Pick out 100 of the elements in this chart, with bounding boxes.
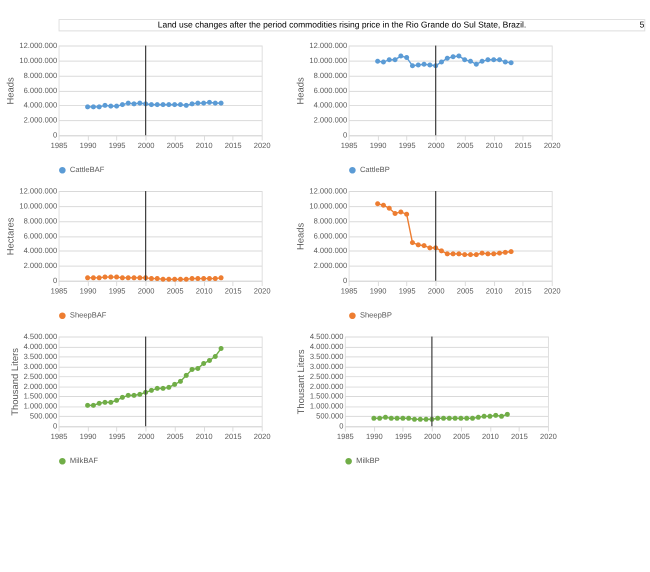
y-tick-label: 4.500.000 (24, 332, 58, 341)
y-tick-label: 2.000.000 (314, 261, 348, 270)
point (422, 62, 427, 67)
y-tick-label: 8.000.000 (314, 70, 348, 80)
point (416, 62, 421, 68)
x-tick-label: 2010 (196, 432, 213, 442)
y-tick-label: 0 (52, 422, 58, 431)
x-tick-label: 2005 (456, 141, 474, 150)
x-tick-label: 1995 (108, 286, 126, 296)
point (386, 57, 392, 62)
point (380, 202, 386, 208)
x-tick-label: 2020 (254, 286, 271, 296)
point (456, 251, 462, 256)
point (456, 54, 462, 59)
y-axis-title: Thousand Liters (10, 348, 21, 416)
y-tick-label: 6.000.000 (24, 231, 58, 240)
x-tick-label: 1995 (398, 286, 416, 296)
x-tick-label: 2020 (544, 286, 561, 296)
y-tick-label: 6.000.000 (314, 86, 348, 95)
y-tick-label: 6.000.000 (314, 231, 348, 240)
y-tick-label: 3.000.000 (310, 362, 344, 371)
point (485, 57, 490, 62)
x-tick-label: 2010 (196, 286, 213, 296)
point (410, 63, 415, 68)
point (480, 58, 485, 64)
y-tick-label: 4.000.000 (314, 246, 348, 256)
x-tick-label: 2000 (428, 286, 445, 296)
point (114, 398, 120, 403)
point (148, 388, 154, 393)
y-tick-label: 6.000.000 (24, 86, 58, 95)
x-tick-label: 2005 (456, 286, 474, 296)
point (438, 248, 444, 254)
legend-label: SheepBAF (70, 310, 107, 320)
x-tick-label: 2005 (166, 141, 184, 150)
y-axis-title: Heads (296, 76, 307, 105)
point (386, 206, 392, 211)
y-tick-label: 1.500.000 (24, 392, 58, 401)
y-tick-label: 4.500.000 (310, 332, 344, 341)
y-tick-label: 1.000.000 (24, 402, 58, 411)
x-tick-label: 2000 (138, 141, 154, 150)
point (450, 54, 456, 60)
x-tick-label: 2015 (514, 141, 532, 150)
x-tick-label: 1985 (340, 141, 358, 150)
point (444, 56, 450, 61)
x-tick-label: 2015 (511, 432, 528, 442)
point (212, 354, 218, 359)
x-tick-label: 1995 (108, 432, 126, 442)
x-tick-label: 2000 (138, 432, 154, 442)
point (508, 60, 514, 66)
x-tick-label: 1985 (50, 286, 68, 296)
point (380, 60, 386, 64)
x-tick-label: 2010 (196, 141, 213, 150)
y-axis-title: Heads (296, 222, 307, 250)
x-tick-label: 2020 (540, 432, 557, 442)
y-tick-label: 8.000.000 (24, 216, 58, 226)
x-tick-label: 1985 (336, 432, 354, 442)
x-tick-label: 2005 (452, 432, 470, 442)
point (491, 57, 496, 62)
y-tick-label: 3.500.000 (24, 352, 58, 361)
y-tick-label: 2.000.000 (314, 116, 348, 125)
y-tick-label: 10.000.000 (309, 201, 348, 210)
y-tick-label: 4.000.000 (24, 342, 58, 351)
point (462, 252, 468, 258)
point (497, 250, 502, 256)
legend-label: SheepBP (360, 310, 392, 320)
point (427, 245, 432, 250)
y-tick-label: 2.000.000 (24, 382, 58, 391)
point (444, 251, 450, 256)
y-tick-label: 12.000.000 (309, 40, 348, 50)
text: 5 (640, 20, 645, 30)
y-tick-label: 12.000.000 (309, 186, 348, 196)
y-tick-label: 0 (343, 276, 348, 286)
point (120, 394, 125, 400)
point (160, 386, 166, 391)
x-tick-label: 2000 (428, 141, 445, 150)
x-tick-label: 2015 (224, 141, 242, 150)
point (102, 400, 108, 405)
x-tick-label: 1990 (80, 286, 96, 296)
point (485, 251, 490, 256)
y-tick-label: 4.000.000 (24, 246, 58, 256)
y-tick-label: 1.500.000 (310, 392, 344, 401)
y-tick-label: 0 (343, 130, 348, 140)
point (502, 250, 508, 255)
x-tick-label: 2020 (254, 141, 271, 150)
point (497, 57, 502, 62)
y-tick-label: 3.500.000 (310, 352, 344, 361)
point (438, 60, 444, 64)
y-tick-label: 4.000.000 (310, 342, 344, 351)
y-tick-label: 0 (52, 276, 58, 286)
point (85, 402, 90, 408)
point (375, 58, 380, 64)
point (218, 346, 224, 351)
x-tick-label: 1985 (50, 432, 68, 442)
point (190, 366, 195, 372)
y-tick-label: 8.000.000 (314, 216, 348, 226)
point (468, 252, 473, 258)
y-tick-label: 12.000.000 (19, 40, 58, 50)
x-tick-label: 2000 (424, 432, 441, 442)
point (166, 384, 172, 390)
y-tick-label: 0 (339, 422, 344, 431)
